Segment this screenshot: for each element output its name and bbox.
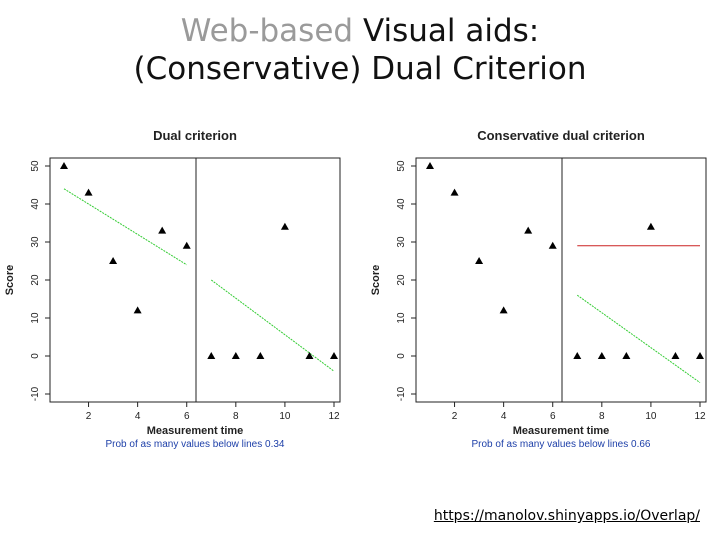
conservative-chart-title: Conservative dual criterion — [477, 128, 645, 143]
conservative-data-point — [622, 352, 631, 359]
conservative-x-tick-label: 2 — [452, 411, 458, 422]
conservative-data-point — [475, 257, 484, 264]
dual-y-tick-label: -10 — [30, 386, 41, 401]
conservative-dual-criterion-chart: Conservative dual criterion Score -10 0 10 20… — [366, 120, 716, 470]
overlap-app-link[interactable]: https://manolov.shinyapps.io/Overlap/ — [433, 508, 700, 524]
conservative-y-tick-label: 40 — [396, 198, 407, 210]
conservative-x-tick-label: 10 — [645, 411, 657, 422]
dual-data-point — [280, 222, 289, 230]
conservative-x-tick-label: 8 — [599, 411, 605, 422]
conservative-data-point — [524, 226, 533, 234]
dual-y-tick-label: 20 — [30, 274, 41, 286]
dual-data-point — [305, 352, 314, 359]
conservative-data-point — [671, 352, 680, 359]
conservative-y-tick-label: 30 — [396, 236, 407, 248]
conservative-data-point — [499, 306, 508, 314]
dual-chart-title: Dual criterion — [153, 128, 237, 143]
dual-data-point — [207, 352, 216, 359]
conservative-y-tick-label: 10 — [396, 312, 407, 324]
conservative-x-tick-label: 6 — [550, 411, 556, 422]
dual-data-point — [84, 188, 93, 196]
dual-plot-frame — [49, 157, 341, 403]
conservative-data-point — [573, 352, 582, 359]
conservative-data-point — [646, 222, 655, 230]
conservative-x-axis-label: Measurement time — [513, 425, 610, 437]
conservative-data-point — [548, 241, 557, 249]
title-main-part: Visual aids: — [362, 13, 540, 49]
dual-data-point — [158, 226, 167, 234]
dual-x-axis-label: Measurement time — [147, 425, 244, 437]
conservative-trend-line — [576, 294, 701, 384]
dual-y-tick-label: 30 — [30, 236, 41, 248]
dual-trend-line-projection — [210, 279, 335, 372]
dual-x-tick-label: 6 — [184, 411, 190, 422]
dual-x-tick-label: 12 — [328, 411, 340, 422]
title-grey-part: Web-based — [180, 13, 354, 49]
dual-x-tick-label: 4 — [135, 411, 141, 422]
dual-y-tick-label: 50 — [30, 160, 41, 172]
conservative-y-tick-label: -10 — [396, 386, 407, 401]
dual-data-point — [133, 306, 142, 314]
dual-y-tick-label: 10 — [30, 312, 41, 324]
dual-x-tick-label: 10 — [279, 411, 291, 422]
dual-data-point — [109, 257, 118, 264]
conservative-data-point — [426, 162, 434, 169]
dual-criterion-chart: Dual criterion Score -10 0 10 20 30 40 50 2 4 6 8 10 1… — [0, 120, 350, 470]
conservative-y-tick-label: 50 — [396, 160, 407, 172]
title-line-2: (Conservative) Dual Criterion — [133, 51, 587, 87]
conservative-data-point — [450, 188, 459, 196]
dual-data-point — [60, 162, 68, 169]
conservative-x-tick-label: 4 — [501, 411, 507, 422]
dual-y-tick-label: 40 — [30, 198, 41, 210]
dual-criterion-chart-svg: Dual criterion Score -10 0 10 20 30 40 50 2 4 6 8 10 1… — [4, 128, 341, 450]
conservative-plot-frame — [415, 157, 707, 403]
conservative-y-tick-label: 20 — [396, 274, 407, 286]
dual-y-axis-label: Score — [4, 265, 16, 296]
dual-data-point — [231, 352, 240, 359]
conservative-probability-note: Prob of as many values below lines 0.66 — [472, 439, 651, 450]
conservative-y-axis-label: Score — [370, 265, 382, 296]
dual-data-point — [256, 352, 265, 359]
conservative-data-point — [696, 352, 704, 359]
title-line-1: Web-based Visual aids: — [0, 12, 720, 50]
conservative-y-tick-label: 0 — [396, 353, 407, 359]
dual-data-point — [330, 352, 338, 359]
conservative-x-tick-label: 12 — [694, 411, 706, 422]
dual-trend-line — [63, 188, 187, 266]
dual-x-tick-label: 2 — [86, 411, 92, 422]
dual-y-tick-label: 0 — [30, 353, 41, 359]
dual-probability-note: Prob of as many values below lines 0.34 — [106, 439, 285, 450]
dual-data-point — [182, 241, 191, 249]
conservative-dual-criterion-chart-svg: Conservative dual criterion Score -10 0 10 20… — [370, 128, 707, 450]
slide-title: Web-based Visual aids: (Conservative) Du… — [0, 12, 720, 88]
dual-x-tick-label: 8 — [233, 411, 239, 422]
conservative-data-point — [597, 352, 606, 359]
